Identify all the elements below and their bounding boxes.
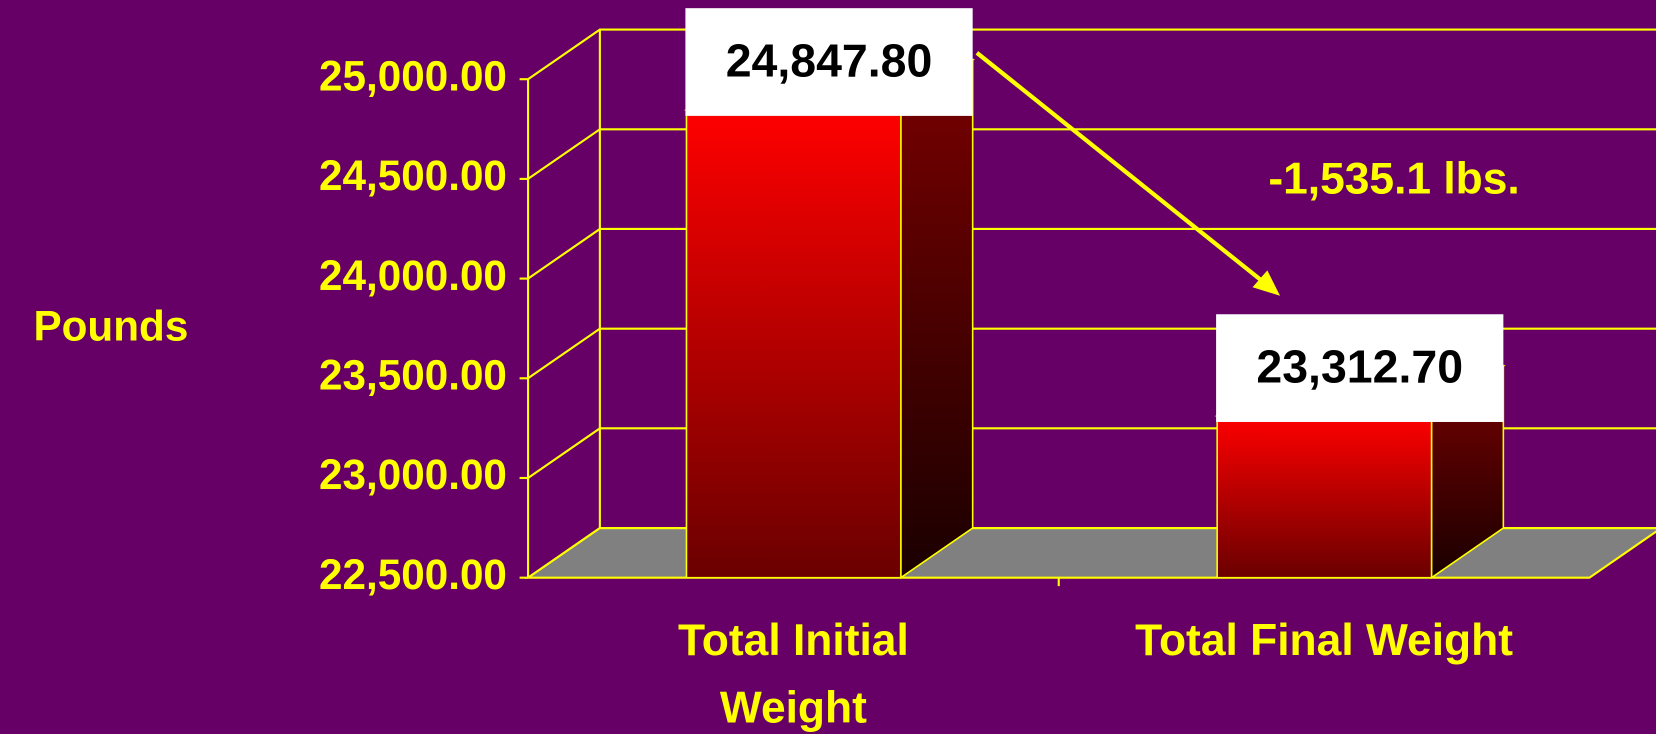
- y-tick-label: 23,000.00: [319, 451, 507, 498]
- value-label-box: [685, 8, 973, 116]
- arrow-head: [1252, 270, 1280, 296]
- arrow-line: [975, 51, 1269, 287]
- bar: [685, 108, 902, 579]
- bar-side: [900, 58, 974, 580]
- y-tick-label: 25,000.00: [319, 52, 507, 99]
- value-label: 24,847.80: [726, 34, 933, 86]
- x-tick-label: Total Final Weight: [1135, 614, 1513, 665]
- y-tick-label: 24,500.00: [319, 152, 507, 199]
- bar: [1216, 414, 1433, 579]
- x-tick-label-box: Total Final Weight: [1135, 614, 1513, 665]
- y-tick-label: 22,500.00: [319, 551, 507, 598]
- y-axis-title: Pounds: [33, 303, 188, 350]
- y-tick-label: 23,500.00: [319, 351, 507, 398]
- value-label-box: [1216, 314, 1504, 422]
- grid-line: [527, 227, 1656, 280]
- grid-line: [527, 28, 1656, 81]
- value-label: 23,312.70: [1256, 340, 1463, 392]
- x-tick-label-box: Total Initial Weight: [677, 614, 909, 732]
- x-tick-label: Total Initial Weight: [677, 614, 909, 732]
- grid-line: [527, 128, 1656, 180]
- y-tick-label: 24,000.00: [319, 252, 507, 299]
- annotation: -1,535.1 lbs.: [1268, 154, 1519, 203]
